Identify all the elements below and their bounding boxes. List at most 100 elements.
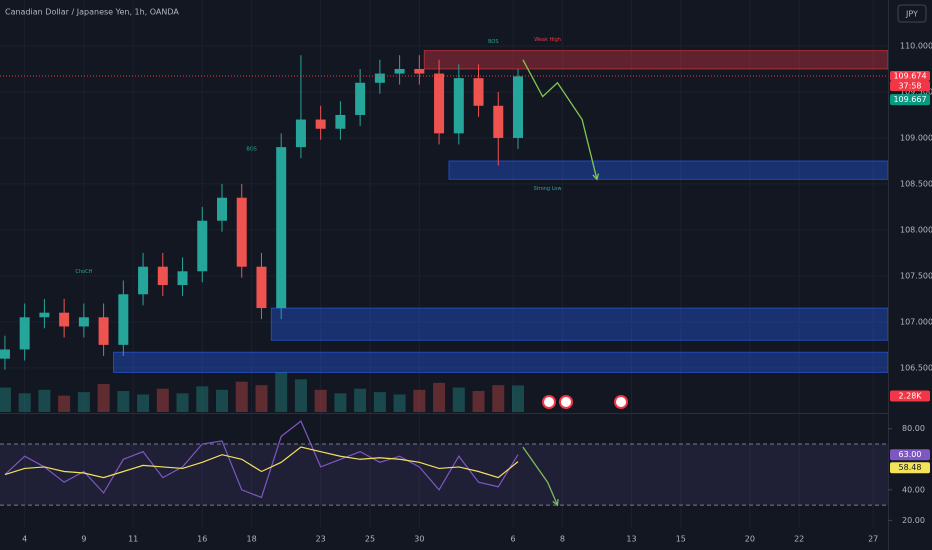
x-tick-label: 8 [560, 535, 565, 544]
candle-body [19, 317, 30, 350]
x-tick-label: 16 [197, 535, 207, 544]
rsi-tick-label: 80.00 [902, 424, 925, 433]
event-icon[interactable] [614, 395, 628, 409]
volume-bar [156, 388, 169, 412]
countdown-label: 37:58 [898, 81, 921, 90]
currency-label: JPY [905, 10, 918, 19]
rsi-tick-label: 40.00 [902, 485, 925, 494]
volume-bar [413, 389, 426, 412]
zones [112, 50, 889, 373]
y-tick-label: 107.500 [900, 271, 932, 280]
volume-bar [354, 388, 367, 412]
volume-bar [294, 379, 307, 412]
chart-title: Canadian Dollar / Japanese Yen, 1h, OAND… [5, 8, 179, 17]
event-icon[interactable] [559, 395, 573, 409]
candle-body [197, 220, 208, 272]
candle-body [453, 78, 464, 134]
volume-bar [117, 391, 130, 412]
projection-path [522, 59, 598, 180]
x-tick-label: 30 [414, 535, 424, 544]
rsi-band [0, 444, 888, 506]
y-tick-label: 106.500 [900, 363, 932, 372]
volume-bar [176, 393, 189, 412]
currency-button[interactable] [897, 4, 927, 23]
volume-bar [58, 395, 71, 412]
x-tick-label: 15 [676, 535, 686, 544]
event-icon[interactable] [542, 395, 556, 409]
candle-body [98, 317, 109, 345]
volume-bar [452, 387, 465, 412]
candles [0, 55, 523, 370]
volume-bar [18, 393, 31, 412]
candle-body [157, 266, 168, 286]
rsi-line [4, 420, 519, 499]
y-tick-label: 109.500 [900, 87, 932, 96]
annotation: Strong Low [534, 186, 562, 192]
volume-bar [314, 389, 327, 412]
x-tick-label: 4 [22, 535, 27, 544]
candle-body [0, 349, 10, 359]
candle-body [78, 317, 89, 327]
rsi-ma-label: 58.48 [899, 463, 922, 472]
volume-bar [275, 372, 288, 412]
zone [423, 50, 889, 70]
volume-bar [137, 394, 150, 412]
annotation: BOS [246, 146, 256, 152]
current-price-label-bg [890, 70, 930, 81]
volume-bar [255, 385, 268, 412]
candle-body [513, 76, 523, 138]
candle-body [315, 119, 326, 129]
rsi-ma-label-bg [890, 462, 930, 474]
volume-bar [235, 381, 248, 412]
y-tick-label: 107.000 [900, 317, 932, 326]
volume-bar [38, 389, 51, 412]
y-tick-label: 109.000 [900, 133, 932, 142]
zone [112, 351, 889, 373]
x-tick-label: 6 [511, 535, 516, 544]
x-tick-label: 23 [316, 535, 326, 544]
candle-body [414, 68, 425, 74]
annotation: ChoCH [75, 269, 92, 275]
candle-body [276, 147, 287, 309]
volume-bar [433, 382, 446, 412]
x-tick-label: 22 [794, 535, 804, 544]
candle-body [217, 197, 227, 221]
zone [448, 160, 889, 180]
volume-bar [196, 386, 209, 412]
volume-bar [97, 384, 110, 412]
countdown-label-bg [890, 80, 930, 91]
candle-body [394, 68, 405, 74]
volume-bar [512, 385, 524, 412]
rsi-tick-label: 20.00 [902, 516, 925, 525]
y-tick-label: 108.000 [900, 225, 932, 234]
zone [270, 307, 889, 341]
projection-arrowhead [592, 173, 600, 181]
volume-label: 2.28K [898, 392, 922, 401]
projection-path [522, 446, 559, 506]
volume-bar [216, 389, 228, 412]
y-tick-label: 110.000 [900, 41, 932, 50]
candle-body [39, 312, 50, 318]
x-tick-label: 13 [626, 535, 636, 544]
x-tick-label: 27 [868, 535, 878, 544]
x-tick-label: 9 [81, 535, 86, 544]
volume-bar [472, 391, 485, 412]
volume-label-bg [890, 390, 930, 402]
candle-body [493, 105, 504, 138]
projection-arrowhead [552, 499, 559, 507]
candle-body [138, 266, 149, 295]
candle-body [434, 73, 445, 134]
volume [0, 372, 524, 412]
candle-body [177, 271, 188, 286]
x-tick-label: 18 [247, 535, 257, 544]
rsi-ma-line [4, 446, 519, 479]
candle-body [256, 266, 267, 309]
candle-body [355, 82, 366, 115]
annotation: BOS [488, 39, 498, 45]
candle-body [59, 312, 70, 327]
volume-bar [373, 392, 386, 412]
volume-bar [0, 387, 11, 412]
event-icons[interactable] [542, 395, 628, 409]
annotation: Weak High [534, 37, 561, 43]
